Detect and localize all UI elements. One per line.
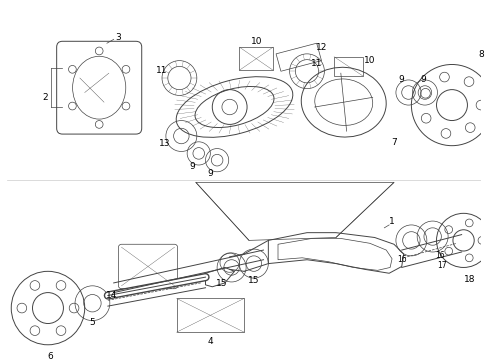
Text: 16: 16	[397, 255, 407, 264]
Text: 9: 9	[207, 169, 213, 178]
Text: 3: 3	[116, 33, 122, 42]
Text: 4: 4	[208, 337, 213, 346]
Text: 6: 6	[47, 352, 53, 360]
Text: 17: 17	[438, 261, 447, 270]
Text: 16: 16	[436, 251, 445, 260]
Text: 11: 11	[311, 59, 322, 68]
Text: 14: 14	[106, 291, 118, 300]
Text: 7: 7	[391, 138, 397, 147]
Text: 9: 9	[399, 76, 405, 85]
Text: 9: 9	[189, 162, 195, 171]
Text: 18: 18	[464, 275, 475, 284]
Text: 15: 15	[216, 279, 228, 288]
Text: 10: 10	[364, 56, 375, 65]
Text: 8: 8	[478, 50, 484, 59]
Text: 13: 13	[159, 139, 171, 148]
Text: 10: 10	[251, 37, 263, 46]
Text: 2: 2	[42, 93, 48, 102]
Text: 15: 15	[248, 276, 260, 285]
Text: 1: 1	[389, 217, 395, 226]
Text: 11: 11	[156, 66, 168, 75]
Text: 5: 5	[90, 318, 95, 327]
Text: 12: 12	[316, 42, 327, 51]
Text: 9: 9	[420, 76, 426, 85]
